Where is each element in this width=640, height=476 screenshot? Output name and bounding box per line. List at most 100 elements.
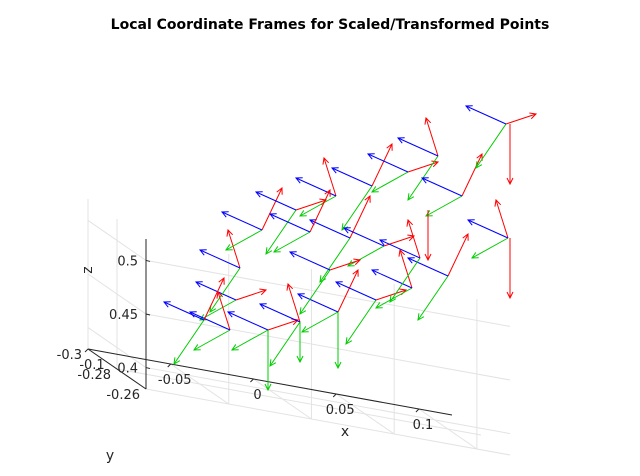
x-tick-label: 0 <box>253 388 261 403</box>
z-axis-arrow-head <box>198 249 207 256</box>
y-tick-label: -0.3 <box>57 348 82 363</box>
vertical-arrow-head <box>264 383 272 392</box>
x-axis-arrow <box>323 157 337 197</box>
y-axis-arrow <box>173 319 205 365</box>
z-axis-arrow <box>335 281 377 301</box>
z-axis-arrow-head <box>226 311 235 318</box>
tick-labels: -0.1 -0.05 0 0.05 0.1 -0.3 -0.28 -0.26 0.4 0.45 0.… <box>57 254 434 433</box>
z-axis-arrow <box>195 281 237 301</box>
z-axis-arrow <box>163 301 205 321</box>
z-tick <box>145 367 151 370</box>
y-axis-arrow-head <box>471 252 479 259</box>
y-axis-arrow <box>417 275 449 321</box>
z-axis-arrow <box>379 239 421 259</box>
x-tick-label: 0.1 <box>413 418 434 433</box>
x-axis-arrow-head <box>398 248 406 257</box>
x-axis-arrow <box>461 153 483 197</box>
y-axis-arrow-head <box>371 186 379 193</box>
z-axis-arrow-head <box>464 105 473 112</box>
y-axis-arrow-head <box>269 359 277 367</box>
z-tick-label: 0.4 <box>117 362 138 377</box>
z-axis-arrow <box>309 219 351 239</box>
x-tick-label: 0.05 <box>326 403 355 418</box>
x-axis-arrow-head <box>494 198 502 207</box>
x-axis-arrow <box>261 187 283 231</box>
z-axis-arrow-head <box>396 137 405 144</box>
x-axis-arrow-head <box>529 112 538 120</box>
x-axis-arrow-head <box>324 188 331 197</box>
x-axis-arrow-head <box>218 276 225 285</box>
y-axis-arrow <box>225 229 263 251</box>
x-axis-arrow-head <box>226 228 234 237</box>
x-axis-arrow <box>447 233 469 277</box>
y-axis-arrow-head <box>475 161 483 169</box>
x-axis-arrow-head <box>352 268 359 277</box>
y-axis-arrow <box>231 329 269 351</box>
y-axis-arrow-head <box>231 344 239 351</box>
x-axis-arrow <box>505 113 537 125</box>
z-axis-arrow <box>331 167 373 187</box>
z-axis-arrow-head <box>268 213 277 220</box>
x-axis-arrow-head <box>462 232 469 241</box>
y-axis-arrow <box>341 185 373 231</box>
y-axis-arrow-head <box>301 326 309 333</box>
z-axis-arrow-head <box>330 167 339 174</box>
x-axis-arrow <box>295 199 327 211</box>
z-axis-arrow-head <box>308 219 317 226</box>
x-axis-line <box>87 348 453 416</box>
y-tick-label: -0.26 <box>106 388 140 403</box>
vertical-arrow-head <box>506 177 514 186</box>
y-axis-arrow-head <box>209 305 217 313</box>
z-axis-arrow-head <box>254 191 263 198</box>
y-tick-label: -0.28 <box>77 368 111 383</box>
y-axis-label: y <box>106 448 114 464</box>
vertical-arrow-head <box>424 253 432 262</box>
y-axis-arrow <box>319 237 351 283</box>
x-axis-arrow-head <box>431 160 440 168</box>
x-axis-arrow <box>267 319 299 331</box>
z-axis-arrow <box>227 311 269 331</box>
y-axis-arrow <box>371 171 409 193</box>
x-tick <box>250 378 254 383</box>
x-tick-label: -0.1 <box>79 358 104 373</box>
y-axis-arrow <box>299 195 337 217</box>
z-axis-label: z <box>80 266 96 273</box>
x-axis-arrow-head <box>216 290 224 299</box>
y-axis-arrow-head <box>417 313 425 321</box>
y-axis-arrow-head <box>299 210 307 217</box>
z-axis-arrow <box>343 227 385 247</box>
y-axis-arrow-head <box>425 210 433 217</box>
z-axis-arrow <box>371 269 413 289</box>
z-axis-arrow <box>269 213 311 233</box>
x-axis-arrow <box>495 199 509 239</box>
y-axis-arrow <box>471 237 509 259</box>
x-axis-arrow-head <box>322 156 330 165</box>
x-axis-arrow-head <box>364 194 371 203</box>
x-axis-arrow-head <box>407 234 416 242</box>
z-axis-arrow-head <box>378 239 387 246</box>
y-axis-arrow-head <box>407 193 415 201</box>
x-axis-arrow <box>371 143 393 187</box>
x-axis-arrow <box>329 259 361 271</box>
z-axis-arrow-head <box>334 281 343 288</box>
x-axis-arrow <box>287 283 301 323</box>
x-axis-arrow <box>235 289 267 301</box>
y-axis-arrow <box>269 321 301 367</box>
x-axis-arrow-head <box>353 258 362 266</box>
z-tick <box>145 313 151 316</box>
x-axis-arrow <box>425 117 439 157</box>
x-axis-arrow <box>337 269 359 313</box>
y-axis-arrow <box>265 209 297 255</box>
grid-line <box>87 220 511 327</box>
x-tick <box>332 393 337 398</box>
z-axis-arrow <box>255 191 297 211</box>
grid-line <box>116 368 482 436</box>
z-tick-label: 0.45 <box>109 308 138 323</box>
y-axis-arrow <box>299 269 331 315</box>
x-axis-arrow <box>383 235 415 247</box>
z-axis-arrow <box>467 219 509 239</box>
z-axis-arrow-head <box>162 301 171 308</box>
y-axis-arrow-head <box>345 337 353 345</box>
x-tick <box>84 348 89 353</box>
y-axis-arrow <box>389 257 421 303</box>
